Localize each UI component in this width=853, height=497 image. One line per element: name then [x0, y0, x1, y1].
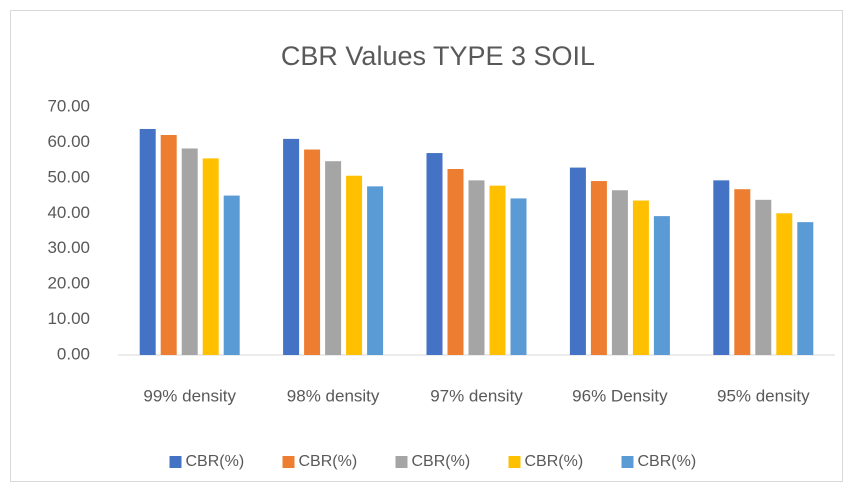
- bar: [569, 167, 586, 355]
- y-tick-label: 20.00: [47, 274, 90, 293]
- bar: [160, 134, 177, 355]
- bar: [734, 189, 751, 355]
- y-tick-label: 70.00: [47, 96, 90, 115]
- bar: [139, 128, 156, 355]
- bar: [223, 195, 240, 355]
- legend-swatch: [282, 456, 295, 468]
- bar: [468, 180, 485, 355]
- bar: [653, 216, 670, 355]
- bar: [346, 175, 363, 355]
- bar: [489, 185, 506, 355]
- x-tick-label: 97% density: [430, 386, 523, 405]
- bar: [797, 222, 814, 355]
- x-tick-label: 99% density: [143, 386, 236, 405]
- x-tick-label: 96% Density: [572, 386, 668, 405]
- bar: [304, 149, 321, 355]
- bar: [202, 158, 219, 355]
- bar: [632, 200, 649, 355]
- x-tick-label: 98% density: [287, 386, 380, 405]
- y-tick-label: 10.00: [47, 309, 90, 328]
- legend-label: CBR(%): [299, 453, 358, 470]
- bar: [611, 190, 628, 355]
- chart-title: CBR Values TYPE 3 SOIL: [281, 41, 595, 71]
- bar: [367, 186, 384, 355]
- legend-swatch: [395, 456, 408, 468]
- bar: [510, 198, 527, 355]
- legend-label: CBR(%): [525, 453, 584, 470]
- y-tick-label: 50.00: [47, 167, 90, 186]
- bar: [776, 213, 793, 355]
- bar: [447, 169, 464, 355]
- bar: [181, 148, 198, 355]
- bar: [755, 199, 772, 355]
- bar: [590, 181, 607, 355]
- legend-label: CBR(%): [638, 453, 697, 470]
- y-tick-label: 40.00: [47, 203, 90, 222]
- bar: [426, 153, 443, 355]
- legend-swatch: [169, 456, 182, 468]
- bar: [325, 161, 342, 355]
- legend-swatch: [621, 456, 634, 468]
- y-tick-label: 0.00: [57, 344, 90, 363]
- bar: [713, 180, 730, 355]
- legend-swatch: [508, 456, 521, 468]
- y-tick-label: 30.00: [47, 238, 90, 257]
- x-tick-label: 95% density: [717, 386, 810, 405]
- bar: [283, 138, 300, 355]
- y-tick-label: 60.00: [47, 132, 90, 151]
- legend-label: CBR(%): [186, 453, 245, 470]
- legend-label: CBR(%): [412, 453, 471, 470]
